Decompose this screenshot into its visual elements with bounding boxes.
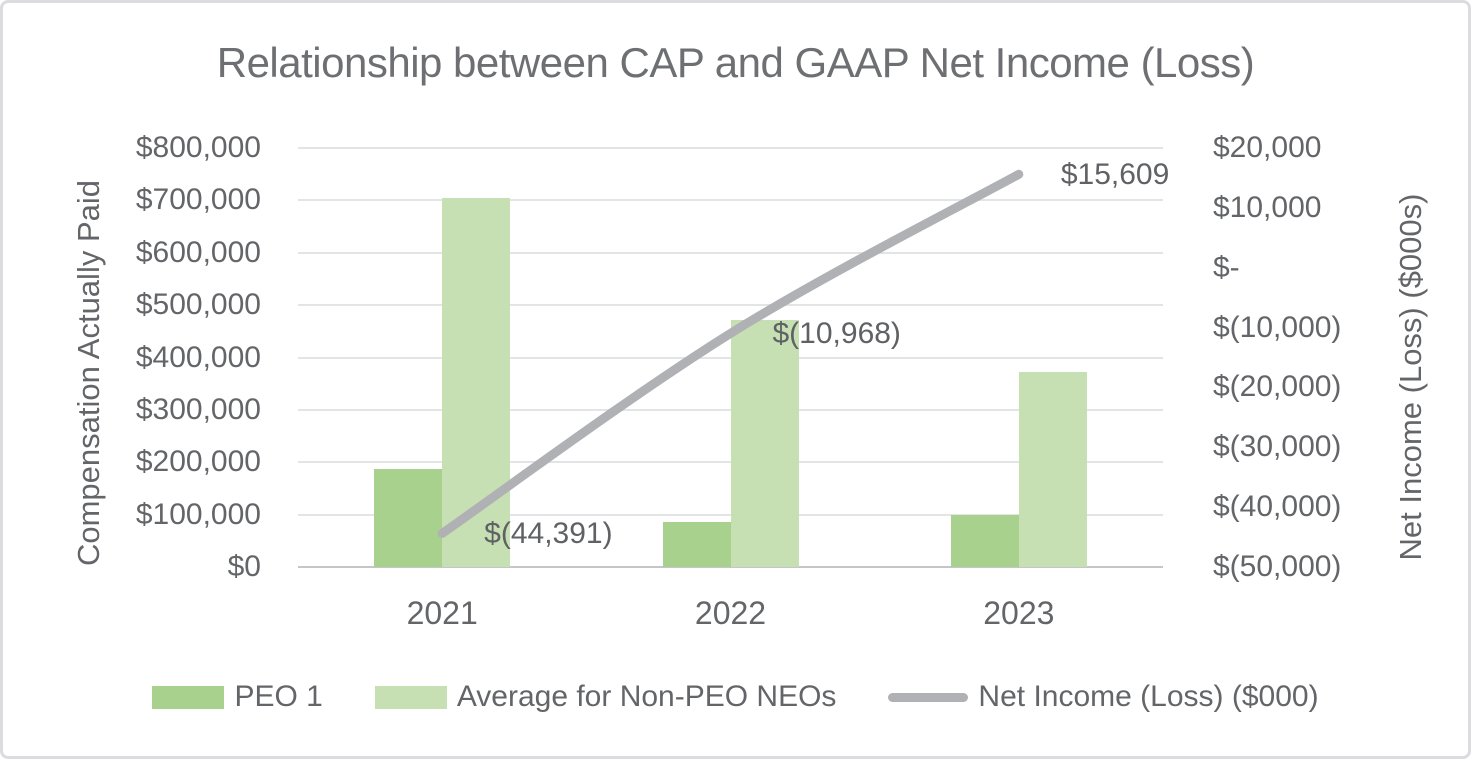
legend-item-average-for-non-peo-neos: Average for Non-PEO NEOs	[374, 680, 837, 714]
left-tick-label: $800,000	[135, 131, 261, 164]
chart-title: Relationship between CAP and GAAP Net In…	[216, 39, 1255, 86]
left-tick-label: $300,000	[135, 392, 261, 426]
right-tick-label: $(30,000)	[1213, 430, 1342, 464]
x-axis-label-2023: 2023	[983, 595, 1055, 631]
right-tick-label: $10,000	[1213, 190, 1322, 224]
left-tick-label: $400,000	[135, 340, 261, 374]
gridline	[298, 304, 1163, 307]
x-axis-label-2022: 2022	[694, 595, 767, 631]
data-label-2021: $(44,391)	[484, 517, 613, 551]
x-axis-line	[298, 566, 1163, 568]
left-tick-label: $500,000	[135, 288, 261, 322]
legend-item-peo-1: PEO 1	[152, 680, 323, 714]
bar-peo-1-2022	[662, 521, 731, 567]
x-axis-label-2021: 2021	[406, 595, 478, 631]
legend-label: Net Income (Loss) ($000)	[978, 680, 1319, 713]
legend-color-swatch-icon	[374, 685, 447, 709]
legend-label: PEO 1	[234, 680, 323, 713]
left-tick-label: $100,000	[135, 497, 261, 531]
data-label-2022: $(10,968)	[772, 317, 901, 351]
bar-average-for-non-peo-neos-2022	[730, 320, 799, 567]
bar-peo-1-2021	[374, 468, 443, 567]
gridline	[298, 251, 1163, 254]
gridline	[298, 199, 1163, 202]
data-label-2023: $15,609	[1060, 158, 1170, 192]
left-tick-label: $0	[227, 550, 261, 583]
right-tick-label: $(40,000)	[1213, 490, 1342, 524]
legend: PEO 1 Average for Non-PEO NEOs Net Income …	[3, 671, 1468, 723]
gridline	[298, 147, 1163, 149]
left-tick-label: $700,000	[135, 183, 261, 217]
right-tick-label: $(50,000)	[1213, 550, 1342, 583]
left-tick-label: $200,000	[135, 445, 261, 479]
plot-area	[298, 147, 1163, 568]
bar-peo-1-2023	[950, 514, 1019, 567]
net-income-line	[437, 169, 1024, 538]
legend-line-marker-icon	[888, 692, 969, 702]
bar-average-for-non-peo-neos-2023	[1018, 372, 1087, 567]
left-tick-label: $600,000	[135, 235, 261, 269]
legend-item-net-income-loss-000-: Net Income (Loss) ($000)	[888, 680, 1319, 714]
right-tick-label: $-	[1213, 250, 1240, 284]
right-tick-label: $20,000	[1213, 131, 1322, 164]
legend-color-swatch-icon	[152, 685, 225, 709]
right-tick-label: $(20,000)	[1213, 370, 1342, 404]
right-tick-label: $(10,000)	[1213, 310, 1342, 344]
legend-label: Average for Non-PEO NEOs	[456, 680, 837, 713]
